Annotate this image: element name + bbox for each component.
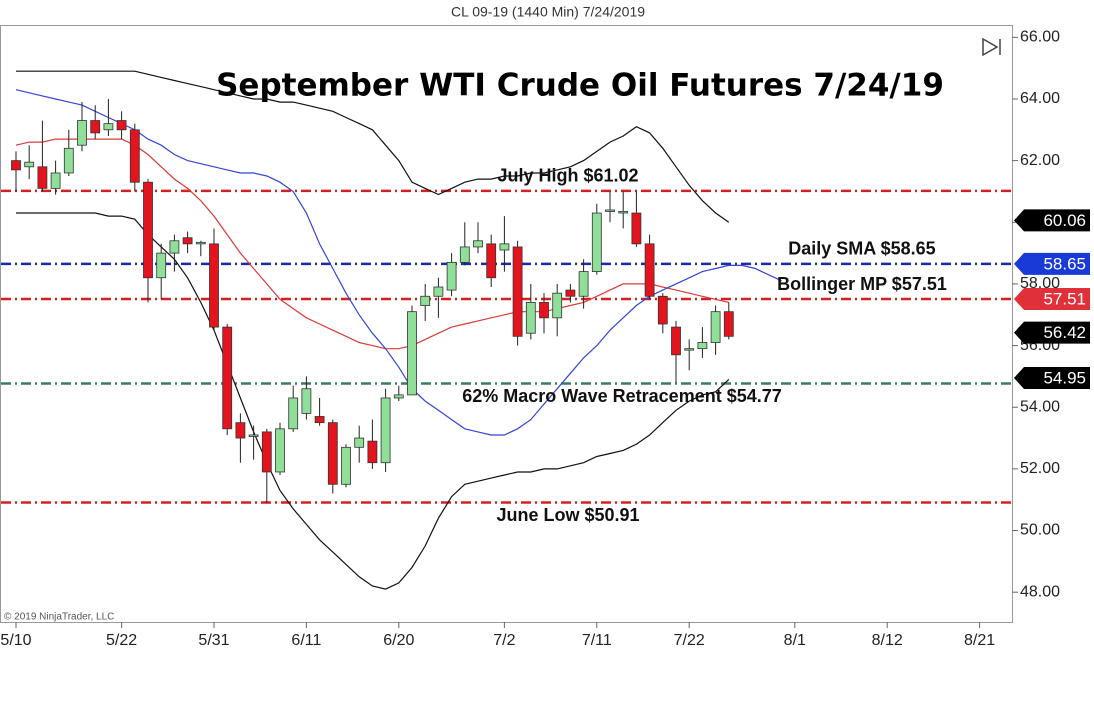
- candle-body: [473, 240, 483, 248]
- candle-body: [631, 212, 642, 245]
- y-tick-label: 66.00: [1020, 29, 1060, 46]
- plot-area: [1, 70, 1012, 590]
- candle-body: [301, 388, 312, 414]
- candle-body: [525, 302, 536, 334]
- candle-body: [103, 123, 114, 131]
- candle-body: [459, 246, 470, 263]
- candle-body: [195, 241, 206, 245]
- candle-body: [50, 172, 61, 189]
- candle-body: [37, 166, 48, 189]
- candle-body: [723, 311, 734, 337]
- candle-body: [380, 397, 391, 464]
- candle-body: [235, 422, 246, 439]
- x-tick-label: 7/11: [582, 632, 612, 649]
- x-tick-label: 6/11: [291, 632, 321, 649]
- price-marker: [1014, 209, 1090, 232]
- candle-body: [129, 129, 140, 183]
- candle-body: [407, 311, 417, 396]
- candle-body: [697, 342, 708, 350]
- chart-header: CL 09-19 (1440 Min) 7/24/2019: [451, 4, 645, 20]
- candle-body: [420, 295, 431, 306]
- candle-body: [182, 237, 193, 245]
- candle-body: [446, 261, 457, 291]
- x-tick-label: 5/31: [198, 632, 229, 649]
- candle-body: [288, 397, 299, 430]
- candle-body: [341, 446, 351, 485]
- candle-body: [116, 120, 127, 131]
- y-tick-label: 64.00: [1020, 90, 1060, 107]
- level-label: June Low $50.91: [496, 505, 639, 525]
- x-tick-label: 6/20: [383, 632, 414, 649]
- candle-body: [77, 120, 87, 146]
- x-tick-label: 7/2: [493, 632, 515, 649]
- price-marker-label: 60.06: [1043, 211, 1086, 230]
- price-marker: [1014, 288, 1090, 311]
- candle-body: [512, 246, 523, 337]
- candle-body: [63, 147, 74, 174]
- level-label: 62% Macro Wave Retracement $54.77: [462, 386, 782, 406]
- candle-body: [393, 394, 404, 399]
- scroll-icon[interactable]: [982, 37, 1001, 57]
- candle-body: [486, 243, 497, 279]
- candle-body: [433, 286, 444, 297]
- indicator-line: [16, 212, 730, 590]
- x-tick-label: 7/22: [674, 632, 705, 649]
- candle-body: [710, 311, 721, 343]
- candle-body: [657, 295, 668, 325]
- candle-body: [605, 209, 615, 212]
- candle-body: [684, 348, 695, 351]
- candle-body: [90, 120, 101, 134]
- candle-body: [156, 252, 167, 279]
- copyright: © 2019 NinjaTrader, LLC: [4, 612, 114, 623]
- candle-body: [24, 161, 35, 168]
- candle-body: [169, 240, 180, 254]
- price-marker: [1014, 366, 1090, 389]
- candle-body: [578, 271, 589, 297]
- x-tick-label: 5/10: [0, 632, 31, 649]
- x-tick-label: 8/1: [784, 632, 806, 649]
- candle-body: [209, 243, 219, 328]
- price-marker: [1014, 321, 1090, 344]
- candle-body: [261, 431, 272, 473]
- y-tick-label: 54.00: [1020, 398, 1060, 415]
- y-tick-label: 52.00: [1020, 460, 1060, 477]
- candle-body: [671, 326, 681, 356]
- candle-body: [143, 181, 153, 279]
- price-marker-label: 58.65: [1043, 254, 1086, 273]
- y-tick-label: 50.00: [1020, 522, 1060, 539]
- x-tick-label: 5/22: [106, 632, 137, 649]
- candle-body: [222, 326, 233, 430]
- candle-body: [644, 243, 655, 297]
- candle-body: [327, 422, 338, 485]
- y-tick-label: 62.00: [1020, 152, 1060, 169]
- indicator-line: [16, 70, 730, 223]
- candle-body: [618, 211, 629, 214]
- candle-body: [248, 434, 259, 437]
- candle-body: [11, 160, 21, 171]
- candle-body: [367, 440, 378, 464]
- x-tick-label: 8/12: [872, 632, 903, 649]
- level-label: Bollinger MP $57.51: [777, 274, 947, 294]
- y-tick-label: 48.00: [1020, 583, 1060, 600]
- candle-body: [499, 243, 510, 251]
- candle-body: [552, 292, 563, 319]
- x-tick-label: 8/21: [964, 632, 995, 649]
- candle-body: [565, 289, 576, 297]
- plot-frame: [0, 25, 1013, 623]
- candle-body: [591, 212, 602, 272]
- price-marker-label: 56.42: [1043, 323, 1086, 342]
- y-tick-label: 58.00: [1020, 275, 1060, 292]
- candle-body: [539, 302, 549, 319]
- level-label: Daily SMA $58.65: [788, 239, 935, 259]
- candle-body: [314, 416, 325, 424]
- price-marker-label: 57.51: [1043, 290, 1086, 309]
- level-label: July High $61.02: [497, 166, 638, 186]
- chart-title: September WTI Crude Oil Futures 7/24/19: [216, 68, 944, 104]
- candle-body: [354, 437, 365, 448]
- candle-body: [275, 428, 285, 473]
- price-marker-label: 54.95: [1043, 368, 1086, 387]
- price-marker: [1014, 252, 1090, 275]
